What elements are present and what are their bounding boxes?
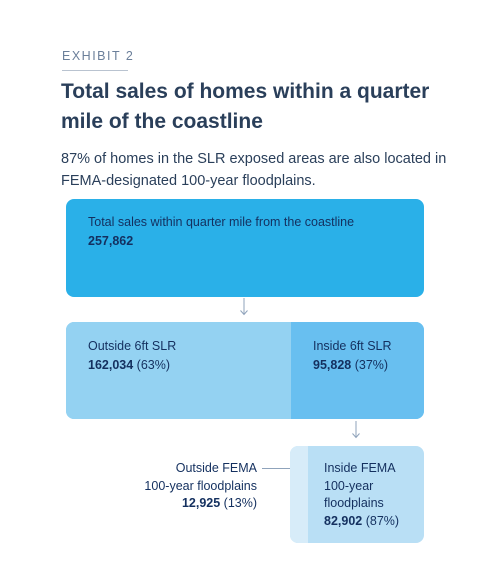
page-title: Total sales of homes within a quarter mi… (61, 80, 430, 133)
inside-slr-segment: Inside 6ft SLR 95,828 (37%) (291, 322, 424, 419)
outside-slr-pct: (63%) (136, 358, 171, 372)
down-arrow-icon (352, 421, 360, 439)
total-sales-box: Total sales within quarter mile from the… (66, 199, 424, 297)
outside-fema-pct: (13%) (223, 496, 257, 510)
inside-fema-value: 82,902 (324, 513, 363, 528)
inside-fema-pct: (87%) (365, 513, 400, 528)
page-subtitle: 87% of homes in the SLR exposed areas ar… (61, 151, 447, 189)
outside-slr-segment: Outside 6ft SLR 162,034 (63%) (66, 322, 291, 419)
outside-fema-callout: Outside FEMA 100-year floodplains 12,925… (144, 460, 257, 513)
exhibit-divider (62, 70, 128, 71)
slr-split-box: Outside 6ft SLR 162,034 (63%) Inside 6ft… (66, 322, 424, 419)
total-sales-label: Total sales within quarter mile from the… (88, 215, 355, 229)
outside-fema-connector (262, 468, 290, 469)
inside-fema-label-line1: Inside FEMA (324, 461, 396, 475)
down-arrow-icon (240, 298, 248, 316)
inside-slr-value: 95,828 (313, 358, 352, 372)
inside-slr-label: Inside 6ft SLR (313, 339, 392, 353)
inside-fema-label-line3: floodplains (324, 496, 384, 510)
outside-fema-label-line1: Outside FEMA (175, 461, 257, 475)
outside-fema-value: 12,925 (181, 496, 221, 510)
outside-fema-label-line2: 100-year floodplains (144, 478, 257, 493)
outside-fema-strip (290, 446, 308, 543)
inside-fema-box: Inside FEMA 100-year floodplains 82,902 … (290, 446, 424, 543)
inside-slr-pct: (37%) (354, 358, 389, 372)
outside-slr-value: 162,034 (88, 358, 134, 372)
inside-fema-label-line2: 100-year (324, 478, 374, 493)
exhibit-label: EXHIBIT 2 (62, 49, 135, 63)
outside-slr-label: Outside 6ft SLR (88, 339, 177, 353)
total-sales-value: 257,862 (88, 234, 134, 248)
